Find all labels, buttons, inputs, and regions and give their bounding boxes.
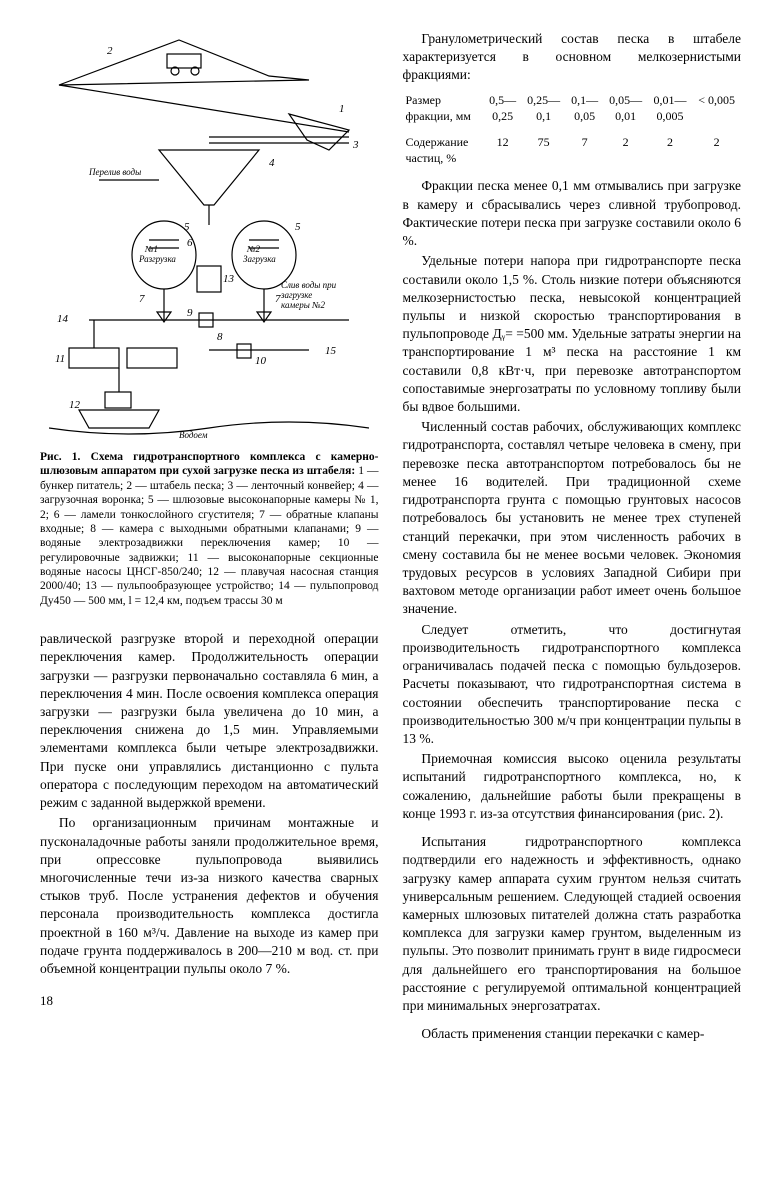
svg-text:7: 7 bbox=[139, 293, 145, 305]
fig-label-ch1b: Разгрузка bbox=[138, 254, 176, 264]
right-column: Гранулометрический состав песка в штабел… bbox=[403, 30, 742, 1045]
svg-text:12: 12 bbox=[69, 399, 81, 411]
svg-text:2: 2 bbox=[107, 45, 113, 57]
grain-row-bins: Размер фракции, мм 0,5— 0,25 0,25— 0,1 0… bbox=[403, 91, 742, 125]
svg-text:8: 8 bbox=[217, 331, 223, 343]
svg-text:13: 13 bbox=[223, 273, 235, 285]
right-para-1: Удельные потери напора при гидротранспор… bbox=[403, 252, 742, 416]
right-intro: Гранулометрический состав песка в штабел… bbox=[403, 30, 742, 85]
svg-text:11: 11 bbox=[55, 353, 65, 365]
right-para-6: Область применения станции перекачки с к… bbox=[403, 1025, 742, 1043]
svg-text:10: 10 bbox=[255, 355, 267, 367]
right-para-2: Численный состав рабочих, обслуживающих … bbox=[403, 418, 742, 618]
fig-label-ch2b: Загрузка bbox=[243, 254, 276, 264]
grain-row2-label: Содержание частиц, % bbox=[403, 133, 484, 167]
grain-val-5: 2 bbox=[692, 133, 741, 167]
fig-label-drain1: Слив воды при bbox=[281, 280, 337, 290]
grain-row-values: Содержание частиц, % 12 75 7 2 2 2 bbox=[403, 133, 742, 167]
svg-text:7: 7 bbox=[275, 293, 281, 305]
svg-text:5: 5 bbox=[184, 221, 190, 233]
figure-1-svg: Перелив воды №1 Разгрузка №2 Загрузка Сл… bbox=[49, 30, 369, 440]
fig-label-drain2: загрузке bbox=[280, 290, 312, 300]
fig-label-ch1: №1 bbox=[144, 244, 158, 254]
page-number: 18 bbox=[40, 992, 379, 1010]
grain-val-3: 2 bbox=[603, 133, 647, 167]
svg-text:14: 14 bbox=[57, 313, 69, 325]
svg-text:15: 15 bbox=[325, 345, 337, 357]
grain-val-2: 7 bbox=[566, 133, 604, 167]
figure-1-legend: 1 — бункер питатель; 2 — штабель песка; … bbox=[40, 465, 379, 606]
figure-1: Перелив воды №1 Разгрузка №2 Загрузка Сл… bbox=[40, 30, 379, 440]
right-para-4: Приемочная комиссия высоко оценила резул… bbox=[403, 750, 742, 823]
fig-label-overflow: Перелив воды bbox=[88, 167, 141, 177]
grain-bin-1: 0,25— 0,1 bbox=[521, 91, 565, 125]
svg-text:3: 3 bbox=[352, 139, 359, 151]
svg-text:4: 4 bbox=[269, 157, 275, 169]
page-columns: Перелив воды №1 Разгрузка №2 Загрузка Сл… bbox=[40, 30, 741, 1045]
grain-bin-2: 0,1— 0,05 bbox=[566, 91, 604, 125]
fig-label-ch2: №2 bbox=[246, 244, 260, 254]
figure-1-title: Рис. 1. Схема гидротранспортного комплек… bbox=[40, 451, 379, 477]
right-para-0: Фракции песка менее 0,1 мм отмывались пр… bbox=[403, 177, 742, 250]
grain-bin-4: 0,01— 0,005 bbox=[648, 91, 692, 125]
svg-text:9: 9 bbox=[187, 307, 193, 319]
figure-1-caption: Рис. 1. Схема гидротранспортного комплек… bbox=[40, 450, 379, 608]
grain-bin-0: 0,5— 0,25 bbox=[484, 91, 522, 125]
grain-val-0: 12 bbox=[484, 133, 522, 167]
fig-label-drain3: камеры №2 bbox=[281, 300, 326, 310]
right-para-3: Следует отметить, что достигнутая произв… bbox=[403, 621, 742, 749]
fig-label-reservoir: Водоем bbox=[179, 430, 208, 440]
left-para-1: По организационным причинам монтажные и … bbox=[40, 814, 379, 978]
left-column: Перелив воды №1 Разгрузка №2 Загрузка Сл… bbox=[40, 30, 379, 1045]
grain-val-1: 75 bbox=[521, 133, 565, 167]
svg-text:1: 1 bbox=[339, 103, 345, 115]
grain-row1-label: Размер фракции, мм bbox=[403, 91, 484, 125]
svg-text:5: 5 bbox=[295, 221, 301, 233]
svg-text:6: 6 bbox=[187, 237, 193, 249]
grain-bin-3: 0,05— 0,01 bbox=[603, 91, 647, 125]
grain-bin-5: < 0,005 bbox=[692, 91, 741, 125]
right-para-5: Испытания гидротранспортного комплекса п… bbox=[403, 833, 742, 1015]
grain-val-4: 2 bbox=[648, 133, 692, 167]
grain-table: Размер фракции, мм 0,5— 0,25 0,25— 0,1 0… bbox=[403, 91, 742, 168]
left-para-0: равлической разгрузке второй и переходно… bbox=[40, 630, 379, 812]
